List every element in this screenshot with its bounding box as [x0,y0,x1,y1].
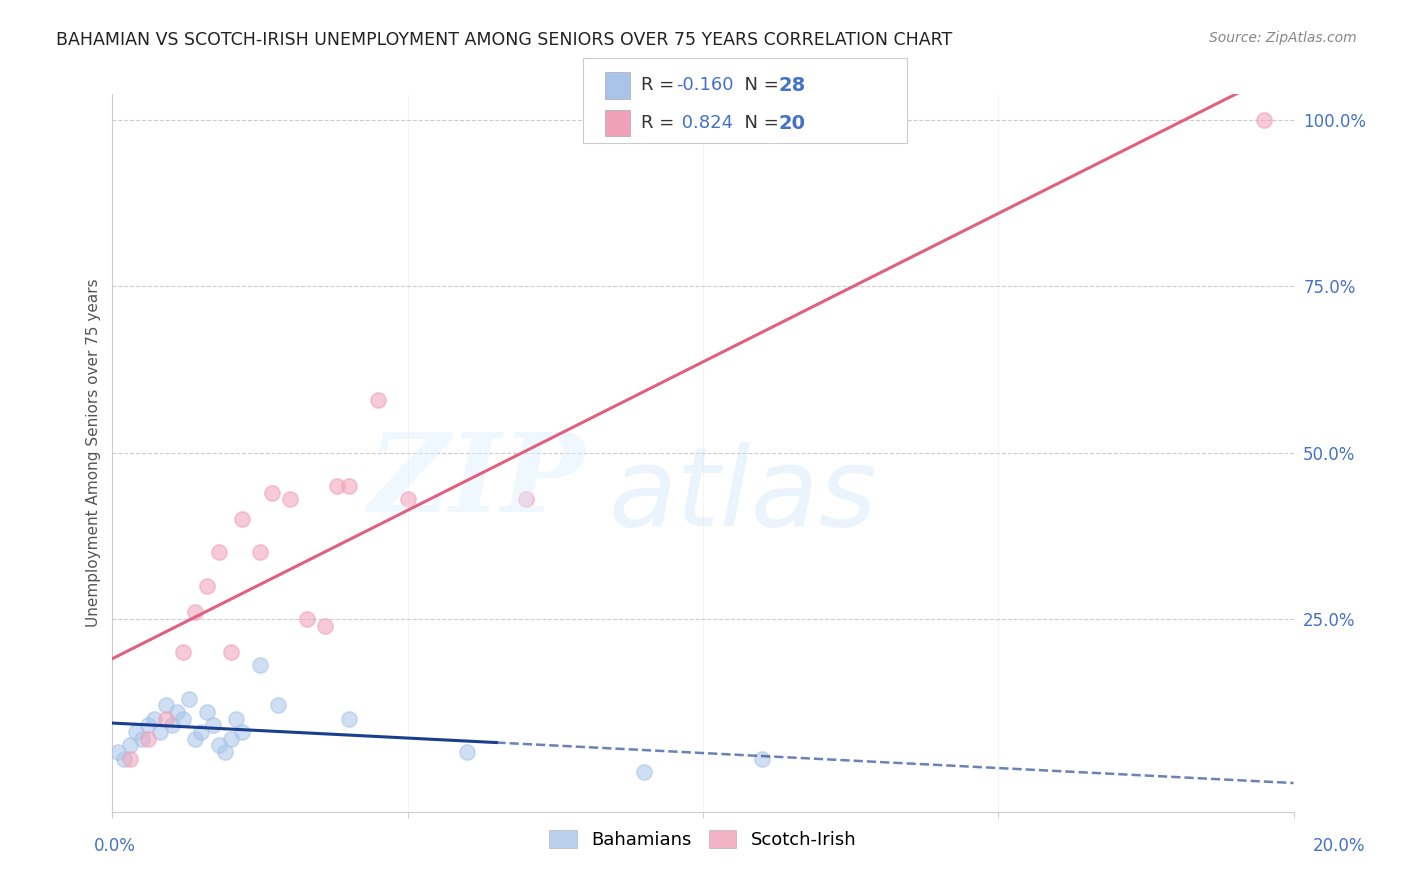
Point [131,731,153,746]
Point [195,579,218,593]
Point [231,725,253,739]
Point [214,745,236,759]
Point [267,698,290,713]
Point [107,745,129,759]
Point [751,751,773,765]
Point [184,731,207,746]
Text: 20.0%: 20.0% [1312,837,1365,855]
Point [179,691,201,706]
Point [208,545,231,559]
Point [184,605,207,619]
Point [195,705,218,719]
Text: ZIP: ZIP [368,427,585,535]
Point [201,718,224,732]
Point [314,618,336,632]
Point [249,658,271,673]
Point [225,712,247,726]
Point [172,645,194,659]
Text: 28: 28 [779,76,806,95]
Point [125,725,148,739]
Point [149,725,172,739]
Point [190,725,212,739]
Point [326,479,349,493]
Point [136,731,159,746]
Point [112,751,135,765]
Point [155,712,177,726]
Text: 20: 20 [779,113,806,133]
Legend: Bahamians, Scotch-Irish: Bahamians, Scotch-Irish [543,822,863,856]
Point [396,492,419,507]
Point [231,512,253,526]
Point [120,738,142,752]
Point [278,492,301,507]
Point [166,705,188,719]
Point [155,698,177,713]
Point [208,738,231,752]
Point [219,645,242,659]
Point [337,479,360,493]
Point [297,612,319,626]
Point [260,485,283,500]
Point [142,712,165,726]
Point [219,731,242,746]
Point [160,718,183,732]
Point [1253,113,1275,128]
Text: -0.160: -0.160 [676,76,734,95]
Point [367,392,389,407]
Point [172,712,194,726]
Text: atlas: atlas [609,442,877,549]
Y-axis label: Unemployment Among Seniors over 75 years: Unemployment Among Seniors over 75 years [86,278,101,627]
Point [337,712,360,726]
Point [633,764,655,779]
Point [249,545,271,559]
Text: BAHAMIAN VS SCOTCH-IRISH UNEMPLOYMENT AMONG SENIORS OVER 75 YEARS CORRELATION CH: BAHAMIAN VS SCOTCH-IRISH UNEMPLOYMENT AM… [56,31,952,49]
Text: 0.0%: 0.0% [94,837,136,855]
Text: R =: R = [641,114,681,132]
Point [456,745,478,759]
Point [120,751,142,765]
Text: N =: N = [733,114,785,132]
Text: N =: N = [733,76,785,95]
Text: Source: ZipAtlas.com: Source: ZipAtlas.com [1209,31,1357,45]
Text: R =: R = [641,76,681,95]
Point [136,718,159,732]
Text: 0.824: 0.824 [676,114,734,132]
Point [515,492,537,507]
